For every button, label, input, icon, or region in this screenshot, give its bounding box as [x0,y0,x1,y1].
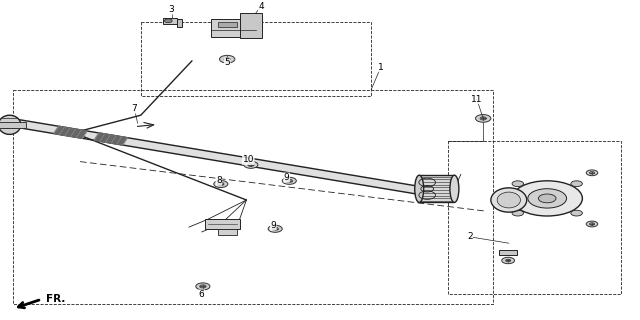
Bar [205,219,240,229]
Bar [13,90,493,304]
Circle shape [586,170,598,176]
Circle shape [480,117,486,120]
Bar [0,122,26,128]
Bar [499,250,517,255]
Text: 8: 8 [216,176,221,185]
Polygon shape [54,126,87,138]
Ellipse shape [415,175,424,202]
Circle shape [272,227,278,230]
Ellipse shape [497,192,520,208]
Circle shape [286,179,292,182]
Circle shape [164,19,172,23]
Circle shape [512,210,524,216]
Circle shape [220,55,235,63]
Circle shape [512,181,582,216]
Circle shape [214,180,228,188]
Bar [163,18,177,24]
Text: 11: 11 [471,95,483,104]
Circle shape [512,181,524,187]
Circle shape [589,172,595,174]
Polygon shape [94,133,127,145]
Ellipse shape [491,188,527,212]
Circle shape [282,177,296,184]
Circle shape [528,189,566,208]
Text: 2: 2 [467,232,472,241]
Circle shape [196,283,210,290]
Text: 9: 9 [271,221,276,230]
Text: TX94E1400: TX94E1400 [592,0,637,2]
Bar [218,22,237,27]
Circle shape [506,259,511,262]
Text: 6: 6 [199,290,204,299]
Bar [448,141,621,294]
Circle shape [218,182,224,186]
Bar [218,229,237,235]
Circle shape [476,115,491,122]
Ellipse shape [0,115,21,134]
Text: 9: 9 [284,173,289,182]
Text: 5: 5 [225,58,230,67]
Circle shape [224,58,230,61]
Bar [141,22,371,96]
Bar [177,19,182,27]
Circle shape [200,285,206,288]
Text: FR.: FR. [46,294,65,304]
Ellipse shape [450,175,459,202]
Circle shape [571,210,582,216]
Bar [419,175,454,202]
Text: 4: 4 [259,2,264,11]
Circle shape [571,181,582,187]
Polygon shape [13,120,422,194]
Bar [240,13,262,38]
Text: 7: 7 [132,104,137,113]
Bar [211,19,256,37]
Circle shape [538,194,556,203]
Text: 3: 3 [169,5,174,14]
Circle shape [502,257,515,264]
Circle shape [589,223,595,225]
Text: 1: 1 [378,63,383,72]
Circle shape [586,221,598,227]
Text: 10: 10 [243,156,254,164]
Circle shape [244,161,258,168]
Circle shape [248,163,254,166]
Circle shape [268,225,282,232]
